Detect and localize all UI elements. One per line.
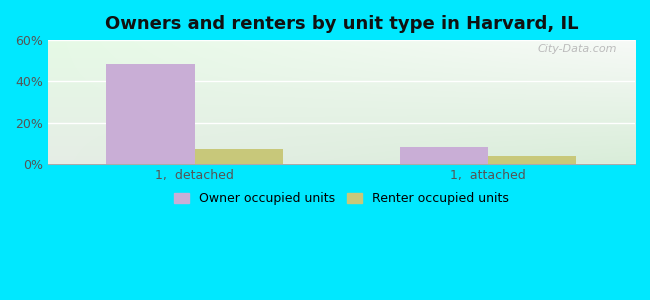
Text: City-Data.com: City-Data.com <box>538 44 617 54</box>
Title: Owners and renters by unit type in Harvard, IL: Owners and renters by unit type in Harva… <box>105 15 578 33</box>
Bar <box>107 64 194 164</box>
Bar <box>400 147 488 164</box>
Bar <box>488 156 577 164</box>
Bar <box>194 149 283 164</box>
Legend: Owner occupied units, Renter occupied units: Owner occupied units, Renter occupied un… <box>168 187 514 210</box>
